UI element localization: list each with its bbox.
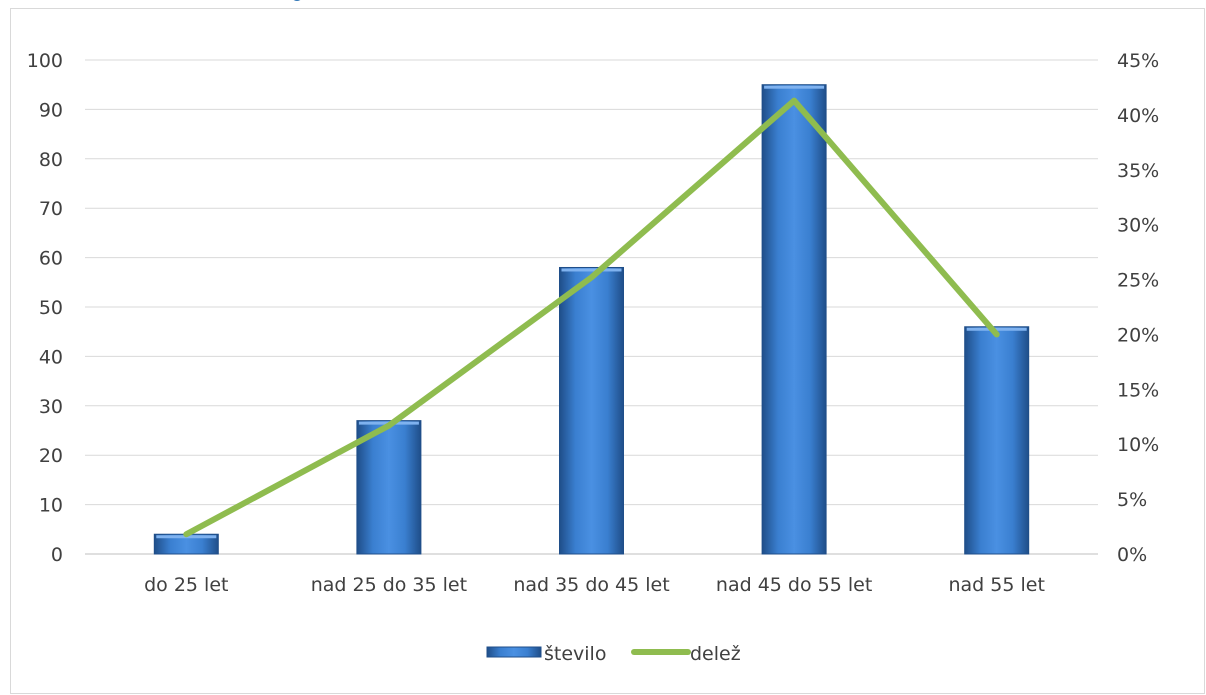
category-labels: do 25 let nad 25 do 35 let nad 35 do 45 le… xyxy=(144,574,1045,596)
left-tick-label: 90 xyxy=(39,99,63,121)
bar-highlight xyxy=(966,327,1027,331)
right-tick-label: 40% xyxy=(1117,105,1159,127)
right-tick-label: 5% xyxy=(1117,489,1147,511)
right-tick-label: 10% xyxy=(1117,434,1159,456)
legend: število delež xyxy=(486,643,741,665)
left-axis-ticks: 0 10 20 30 40 50 60 70 80 90 100 xyxy=(27,50,63,566)
line-series xyxy=(183,97,1000,538)
left-tick-label: 40 xyxy=(39,346,63,368)
bar xyxy=(761,84,827,555)
left-tick-label: 30 xyxy=(39,396,63,418)
left-tick-label: 70 xyxy=(39,198,63,220)
right-tick-label: 20% xyxy=(1117,324,1159,346)
line-path xyxy=(183,97,1000,538)
bar-highlight xyxy=(764,85,825,89)
category-label: nad 55 let xyxy=(948,574,1044,596)
bar-highlight xyxy=(561,268,622,272)
chart-title-fragment xyxy=(289,0,309,12)
category-label: do 25 let xyxy=(144,574,228,596)
bar-series xyxy=(153,84,1030,555)
right-tick-label: 0% xyxy=(1117,544,1147,566)
left-tick-label: 50 xyxy=(39,297,63,319)
right-tick-label: 35% xyxy=(1117,160,1159,182)
legend-label-bar: število xyxy=(544,643,606,665)
right-tick-label: 15% xyxy=(1117,379,1159,401)
category-label: nad 45 do 55 let xyxy=(716,574,872,596)
right-tick-label: 45% xyxy=(1117,50,1159,72)
left-tick-label: 80 xyxy=(39,149,63,171)
bar xyxy=(356,420,422,555)
bar xyxy=(559,266,624,555)
category-label: nad 35 do 45 let xyxy=(513,574,669,596)
right-tick-label: 25% xyxy=(1117,270,1159,292)
bar xyxy=(964,326,1030,555)
legend-swatch-bar xyxy=(486,646,542,658)
left-tick-label: 60 xyxy=(39,248,63,270)
left-tick-label: 100 xyxy=(27,50,63,72)
right-axis-ticks: 0% 5% 10% 15% 20% 25% 30% 35% 40% 45% xyxy=(1117,50,1159,566)
category-label: nad 25 do 35 let xyxy=(311,574,467,596)
right-tick-label: 30% xyxy=(1117,215,1159,237)
left-tick-label: 10 xyxy=(39,495,63,517)
left-tick-label: 20 xyxy=(39,445,63,467)
legend-label-line: delež xyxy=(690,643,741,665)
left-tick-label: 0 xyxy=(51,544,63,566)
